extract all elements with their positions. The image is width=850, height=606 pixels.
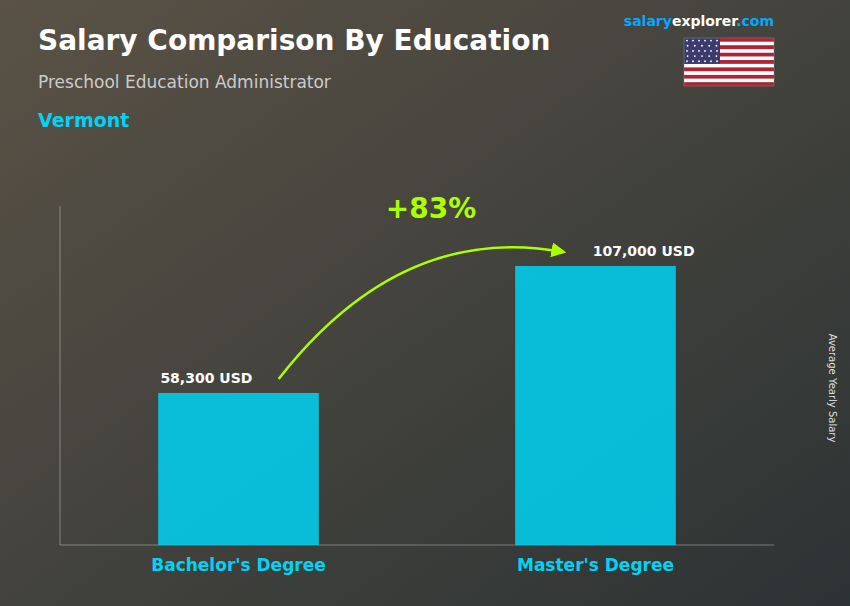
flag-stripe xyxy=(684,68,774,72)
flag-star xyxy=(704,50,706,52)
flag-star xyxy=(708,45,710,47)
bar xyxy=(158,393,319,545)
background xyxy=(0,0,850,606)
flag-star xyxy=(716,55,718,57)
chart-svg: Bachelor's Degree Master's Degree 58,300 U… xyxy=(0,0,850,606)
y-axis-label: Average Yearly Salary xyxy=(827,334,838,443)
flag-star xyxy=(701,45,703,47)
flag-star xyxy=(704,40,706,42)
flag-star xyxy=(704,60,706,62)
flag-star xyxy=(686,50,688,52)
flag-star xyxy=(694,55,696,57)
flag-star xyxy=(694,45,696,47)
flag-star xyxy=(686,40,688,42)
bar xyxy=(515,266,676,545)
flag-star xyxy=(698,60,700,62)
flag-star xyxy=(698,40,700,42)
source: salaryexplorer.com xyxy=(624,13,774,29)
flag-star xyxy=(701,55,703,57)
flag-star xyxy=(698,50,700,52)
source-part: .com xyxy=(736,13,774,29)
value-label: 58,300 USD xyxy=(160,370,252,386)
bars xyxy=(158,266,676,545)
flag-star xyxy=(692,50,694,52)
source-part: explorer xyxy=(672,13,738,29)
category-label: Bachelor's Degree xyxy=(151,555,326,575)
flag-star xyxy=(708,55,710,57)
flag-stripe xyxy=(684,75,774,79)
flag-star xyxy=(716,50,718,52)
flag-border xyxy=(684,38,774,86)
source-part: salary xyxy=(624,13,672,29)
chart-container: Bachelor's Degree Master's Degree 58,300 U… xyxy=(0,0,850,606)
category-label: Master's Degree xyxy=(517,555,674,575)
y-axis-line xyxy=(60,206,61,545)
value-label: 107,000 USD xyxy=(593,243,695,259)
flag-stripe xyxy=(684,79,774,83)
flag-star xyxy=(716,45,718,47)
flag-stripe xyxy=(684,82,774,86)
change-annotation: +83% xyxy=(386,192,476,225)
flag-star xyxy=(687,45,689,47)
flag-star xyxy=(716,40,718,42)
flag-star xyxy=(687,55,689,57)
flag-star xyxy=(710,40,712,42)
flag-canton xyxy=(684,38,720,64)
title: Salary Comparison By Education xyxy=(38,24,550,57)
flag-star xyxy=(710,50,712,52)
change-arrow xyxy=(279,247,564,379)
flag-star xyxy=(692,60,694,62)
subtitle: Preschool Education Administrator xyxy=(38,72,331,92)
flag-star xyxy=(716,60,718,62)
location: Vermont xyxy=(38,109,129,131)
flag-star xyxy=(692,40,694,42)
flag-star xyxy=(710,60,712,62)
flag-stripe xyxy=(684,71,774,75)
page: {"chart_data": {"type": "bar", "title": … xyxy=(0,0,850,606)
flag-stripe xyxy=(684,64,774,68)
flag-star xyxy=(686,60,688,62)
flag xyxy=(684,38,774,86)
